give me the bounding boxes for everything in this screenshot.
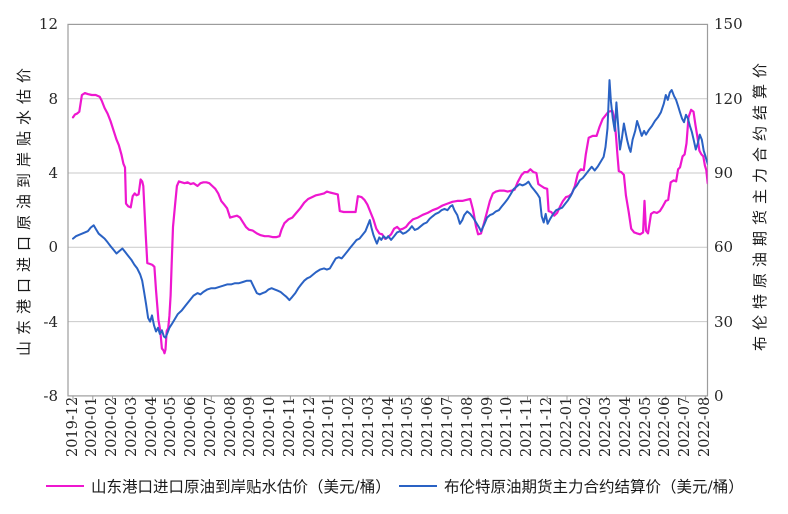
x-tick-label: 2020-07: [202, 396, 219, 457]
y-tick-label-left: -4: [43, 312, 58, 331]
x-tick-label: 2021-01: [321, 396, 338, 457]
legend: 山东港口进口原油到岸贴水估价（美元/桶） 布伦特原油期货主力合约结算价（美元/桶…: [0, 474, 788, 500]
x-tick-label: 2021-02: [341, 396, 358, 457]
y-tick-label-right: 60: [714, 238, 734, 257]
x-tick-label: 2022-03: [598, 396, 614, 457]
x-tick-label: 2021-11: [519, 396, 535, 457]
right-axis-title: 布伦特原油期货主力合约结算价: [751, 56, 769, 351]
x-tick-label: 2021-05: [400, 396, 417, 457]
x-tick-label: 2020-01: [84, 396, 101, 457]
x-tick-label: 2020-08: [222, 396, 239, 457]
y-tick-label-left: 0: [48, 238, 58, 257]
x-tick-label: 2020-04: [143, 396, 160, 457]
y-tick-label-right: 150: [714, 15, 743, 34]
x-tick-label: 2021-12: [538, 396, 555, 457]
x-tick-label: 2022-02: [578, 396, 595, 457]
x-tick-label: 2020-11: [281, 396, 298, 457]
legend-label: 布伦特原油期货主力合约结算价（美元/桶）: [444, 478, 744, 496]
x-tick-label: 2022-01: [558, 396, 575, 457]
legend-line-sample-magenta: [46, 484, 84, 488]
x-tick-label: 2020-10: [262, 396, 279, 457]
y-tick-label-left: 8: [48, 89, 58, 108]
y-tick-label-right: 90: [714, 164, 734, 182]
y-tick-label-right: 30: [714, 312, 734, 331]
x-tick-label: 2019-12: [64, 396, 81, 457]
x-tick-label: 2020-09: [242, 396, 259, 457]
x-tick-label: 2021-08: [459, 396, 476, 457]
x-tick-label: 2020-03: [123, 396, 140, 457]
series-line-brent-settlement: [72, 79, 708, 339]
x-tick-label: 2022-07: [677, 396, 694, 457]
x-tick-label: 2020-05: [163, 396, 180, 457]
y-tick-label-right: 120: [714, 89, 743, 108]
y-tick-label-left: -8: [43, 386, 58, 405]
x-tick-label: 2021-07: [439, 396, 456, 457]
x-tick-label: 2020-12: [301, 396, 318, 457]
x-tick-label: 2021-04: [380, 396, 397, 457]
legend-line-sample-blue: [399, 484, 437, 488]
legend-label: 山东港口进口原油到岸贴水估价（美元/桶）: [91, 478, 391, 496]
x-tick-label: 2020-06: [183, 396, 200, 457]
x-tick-label: 2021-03: [360, 396, 377, 457]
x-tick-label: 2022-08: [696, 396, 713, 457]
x-tick-label: 2021-09: [479, 396, 496, 457]
x-tick-label: 2021-10: [499, 396, 516, 457]
y-tick-label-left: 12: [38, 15, 58, 34]
legend-item-shandong-premium: 山东港口进口原油到岸贴水估价（美元/桶）: [46, 474, 391, 498]
x-tick-label: 2021-06: [420, 396, 437, 457]
left-axis-title: 山东港口进口原油到岸贴水估价: [15, 61, 33, 356]
x-tick-label: 2020-02: [104, 396, 120, 457]
series-line-shandong-premium: [71, 91, 708, 355]
plot-border: [67, 23, 709, 397]
legend-item-brent-settlement: 布伦特原油期货主力合约结算价（美元/桶）: [399, 474, 744, 498]
y-tick-label-left: 4: [48, 164, 58, 182]
x-tick-label: 2022-04: [617, 396, 634, 457]
x-tick-label: 2022-06: [657, 396, 674, 457]
x-tick-label: 2022-05: [637, 396, 654, 457]
y-tick-label-right: 0: [714, 386, 724, 405]
